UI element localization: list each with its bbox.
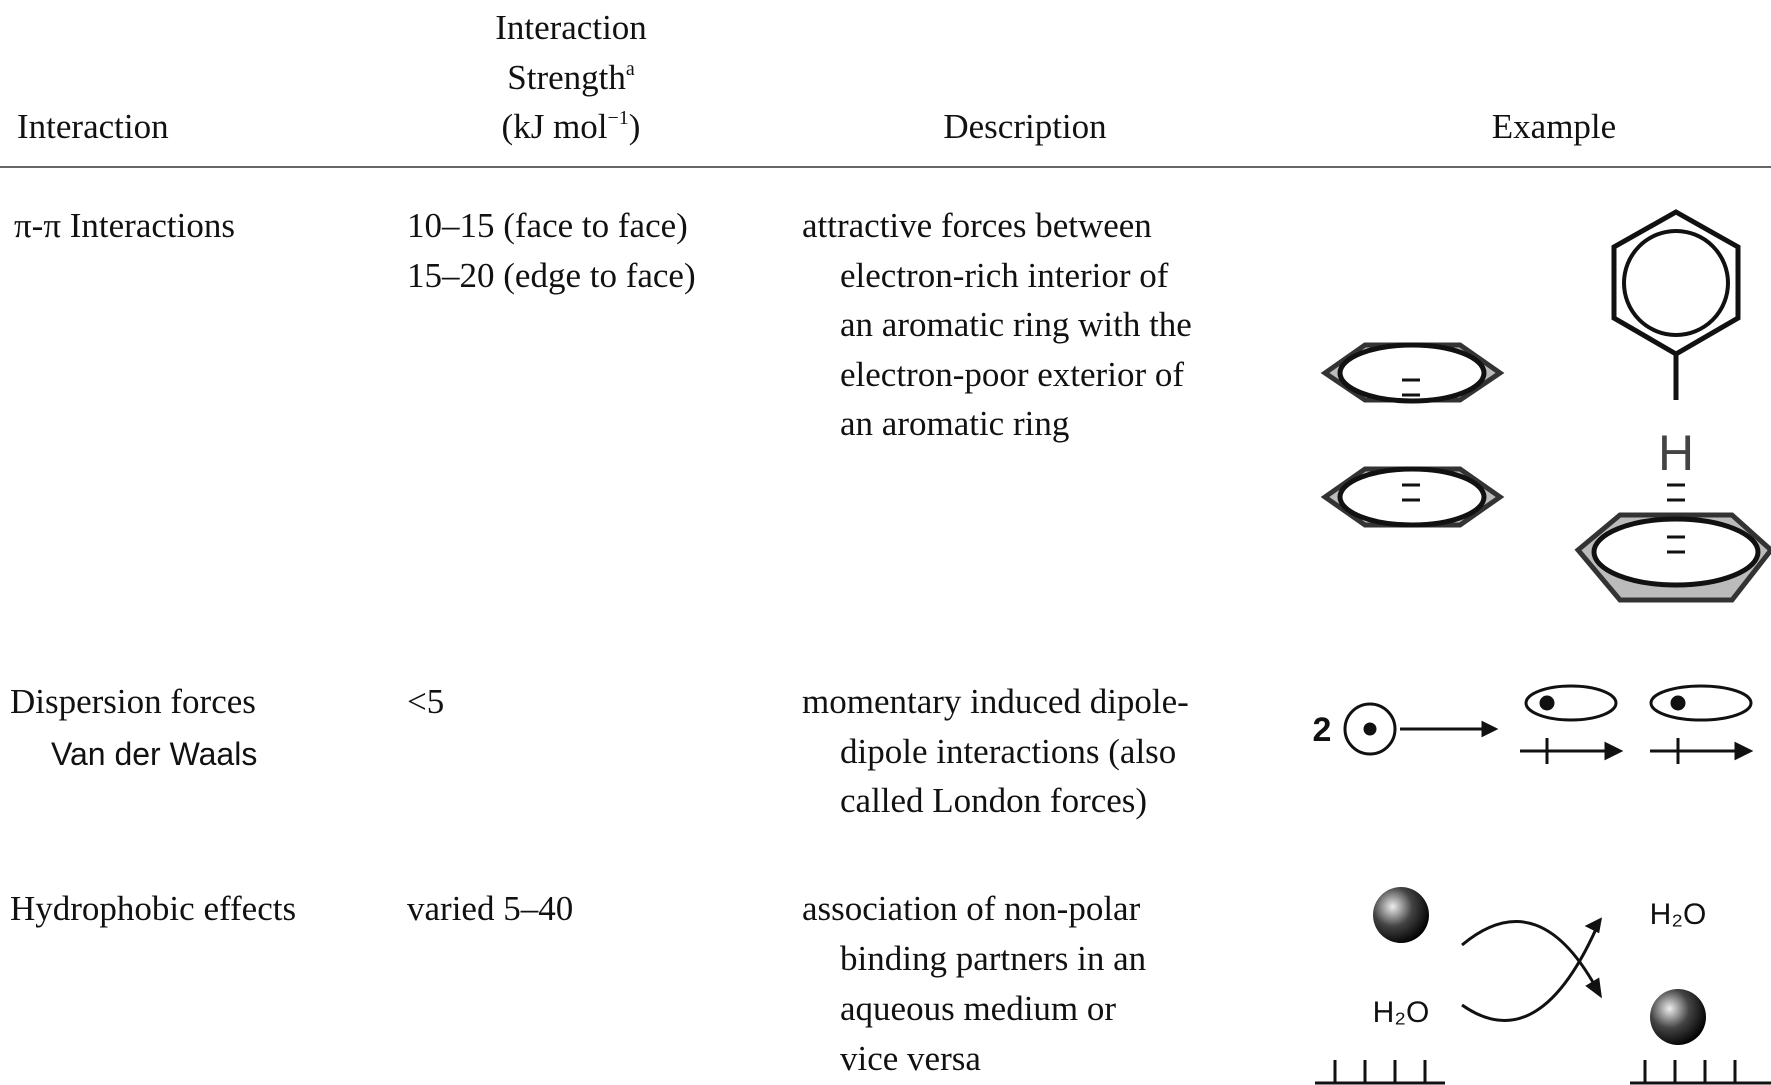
header-strength-line1: Interaction bbox=[495, 8, 647, 47]
header-interaction: Interaction bbox=[17, 107, 169, 146]
strength: 10–15 (face to face) bbox=[407, 206, 688, 245]
interaction-name: Hydrophobic effects bbox=[10, 889, 297, 928]
header-strength-unit: (kJ mol−1) bbox=[502, 107, 641, 147]
example-label: H bbox=[1658, 425, 1694, 481]
header-strength-line2: Strengtha bbox=[507, 58, 635, 98]
strength: 15–20 (edge to face) bbox=[407, 255, 696, 295]
unit-exponent: −1 bbox=[607, 107, 629, 129]
footnote-mark: a bbox=[625, 58, 635, 80]
header-description: Description bbox=[943, 107, 1107, 146]
description-line: an aromatic ring bbox=[840, 404, 1070, 443]
hydrophobic-example bbox=[1315, 887, 1771, 1085]
example-label: H₂O bbox=[1373, 996, 1430, 1029]
interaction-name: π-π Interactions bbox=[14, 206, 235, 245]
description-line: attractive forces between bbox=[802, 206, 1152, 245]
interaction-name: Dispersion forces bbox=[10, 682, 256, 721]
unit-close: ) bbox=[628, 107, 641, 146]
description-line: aqueous medium or bbox=[840, 989, 1117, 1028]
description-line: vice versa bbox=[840, 1039, 981, 1078]
strength: varied 5–40 bbox=[407, 889, 574, 928]
unit: (kJ mol bbox=[501, 107, 608, 146]
description-line: binding partners in an bbox=[840, 939, 1147, 978]
dispersion-example bbox=[1343, 684, 1754, 764]
annotation: Van der Waals bbox=[51, 736, 258, 772]
header-strength-text: Strength bbox=[507, 58, 626, 97]
description-line: an aromatic ring with the bbox=[840, 305, 1192, 344]
description-line: dipole interactions (also bbox=[840, 731, 1177, 771]
pi-stack-example bbox=[1320, 209, 1771, 603]
description-line: momentary induced dipole- bbox=[802, 682, 1189, 721]
description-line: association of non-polar bbox=[802, 889, 1141, 928]
description-line: electron-rich interior of bbox=[840, 255, 1169, 295]
description-line: called London forces) bbox=[840, 781, 1148, 820]
strength: <5 bbox=[407, 682, 445, 721]
description-line: electron-poor exterior of bbox=[840, 354, 1185, 394]
example-label: H₂O bbox=[1650, 898, 1707, 931]
example-label: 2 bbox=[1313, 711, 1332, 749]
header-example: Example bbox=[1491, 107, 1617, 146]
